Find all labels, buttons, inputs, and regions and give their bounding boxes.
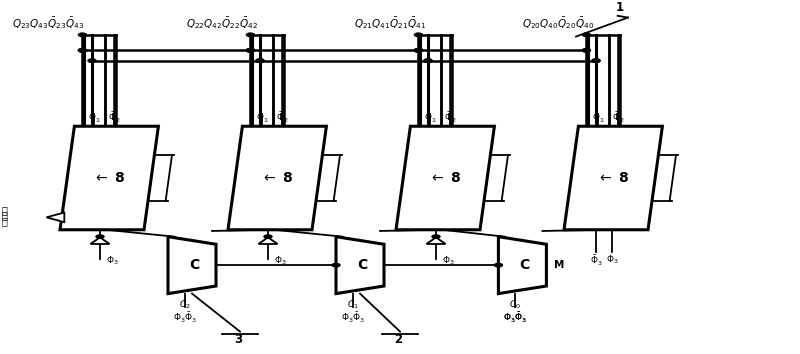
Text: $\bar{\Phi}_3$: $\bar{\Phi}_3$ <box>590 253 602 268</box>
Text: $\bar{\Phi}_2$: $\bar{\Phi}_2$ <box>444 110 457 125</box>
Text: $\bar{\Phi}_1$: $\bar{\Phi}_1$ <box>592 110 605 125</box>
Circle shape <box>78 33 86 36</box>
Text: 缓: 缓 <box>1 205 7 216</box>
Text: C: C <box>358 258 367 272</box>
Text: $Q_{20}Q_{40}\bar{Q}_{20}\bar{Q}_{40}$: $Q_{20}Q_{40}\bar{Q}_{20}\bar{Q}_{40}$ <box>522 16 594 32</box>
Circle shape <box>256 59 264 62</box>
Circle shape <box>246 33 254 36</box>
Text: $\Phi_3$: $\Phi_3$ <box>442 255 455 267</box>
Circle shape <box>494 263 502 267</box>
Text: 2: 2 <box>394 333 402 346</box>
Text: $\bar{\Phi}_1$: $\bar{\Phi}_1$ <box>424 110 437 125</box>
Text: $Q_{21}Q_{41}\bar{Q}_{21}\bar{Q}_{41}$: $Q_{21}Q_{41}\bar{Q}_{21}\bar{Q}_{41}$ <box>354 16 426 32</box>
Text: $\Phi_3$: $\Phi_3$ <box>606 253 618 266</box>
Circle shape <box>78 48 86 52</box>
Text: $\bar{\Phi}_1$: $\bar{\Phi}_1$ <box>256 110 269 125</box>
Text: $C_2$: $C_2$ <box>179 299 190 311</box>
Text: $\Phi_3$: $\Phi_3$ <box>274 255 287 267</box>
Text: $\leftarrow$ 8: $\leftarrow$ 8 <box>93 171 126 185</box>
Polygon shape <box>396 126 494 230</box>
Circle shape <box>246 48 254 52</box>
Text: $\bar{\Phi}_2$: $\bar{\Phi}_2$ <box>276 110 289 125</box>
Text: $C_0$: $C_0$ <box>510 299 521 311</box>
Polygon shape <box>426 238 446 244</box>
Polygon shape <box>90 238 110 244</box>
Text: M: M <box>554 260 565 270</box>
Circle shape <box>78 48 86 52</box>
Text: $\Phi_3$: $\Phi_3$ <box>106 255 119 267</box>
Polygon shape <box>336 237 384 293</box>
Text: $Q_{22}Q_{42}\bar{Q}_{22}\bar{Q}_{42}$: $Q_{22}Q_{42}\bar{Q}_{22}\bar{Q}_{42}$ <box>186 16 258 32</box>
Text: $\Phi_3\bar{\Phi}_3$: $\Phi_3\bar{\Phi}_3$ <box>503 311 527 325</box>
Polygon shape <box>228 126 326 230</box>
Text: 冲: 冲 <box>1 211 7 221</box>
Circle shape <box>96 235 104 238</box>
Circle shape <box>592 59 600 62</box>
Circle shape <box>414 48 422 52</box>
Polygon shape <box>258 238 278 244</box>
Text: 器: 器 <box>1 216 7 226</box>
Polygon shape <box>168 237 216 293</box>
Text: C: C <box>190 258 199 272</box>
Circle shape <box>246 48 254 52</box>
Circle shape <box>264 235 272 238</box>
Text: 3: 3 <box>234 333 242 346</box>
Text: $\leftarrow$ 8: $\leftarrow$ 8 <box>597 171 630 185</box>
Circle shape <box>424 59 432 62</box>
Polygon shape <box>46 212 64 222</box>
Text: $\leftarrow$ 8: $\leftarrow$ 8 <box>261 171 294 185</box>
Text: $\Phi_3\bar{\Phi}_3$: $\Phi_3\bar{\Phi}_3$ <box>341 311 365 325</box>
Text: 1: 1 <box>616 1 624 14</box>
Text: $\Phi_3\bar{\Phi}_3$: $\Phi_3\bar{\Phi}_3$ <box>503 311 527 325</box>
Text: $\Phi_3\bar{\Phi}_3$: $\Phi_3\bar{\Phi}_3$ <box>173 311 197 325</box>
Circle shape <box>432 235 440 238</box>
Circle shape <box>582 33 590 36</box>
Circle shape <box>582 48 590 52</box>
Text: $\leftarrow$ 8: $\leftarrow$ 8 <box>429 171 462 185</box>
Circle shape <box>582 48 590 52</box>
Polygon shape <box>60 126 158 230</box>
Circle shape <box>246 48 254 52</box>
Text: $Q_{23}Q_{43}\bar{Q}_{23}\bar{Q}_{43}$: $Q_{23}Q_{43}\bar{Q}_{23}\bar{Q}_{43}$ <box>12 16 84 32</box>
Circle shape <box>332 263 340 267</box>
Circle shape <box>256 59 264 62</box>
Circle shape <box>424 59 432 62</box>
Text: C: C <box>520 258 530 272</box>
Circle shape <box>414 48 422 52</box>
Text: $\bar{\Phi}_2$: $\bar{\Phi}_2$ <box>108 110 121 125</box>
Polygon shape <box>498 237 546 293</box>
Circle shape <box>592 59 600 62</box>
Circle shape <box>414 48 422 52</box>
Text: $\bar{\Phi}_2$: $\bar{\Phi}_2$ <box>612 110 625 125</box>
Text: $C_1$: $C_1$ <box>347 299 358 311</box>
Circle shape <box>88 59 96 62</box>
Circle shape <box>414 33 422 36</box>
Polygon shape <box>564 126 662 230</box>
Text: $\bar{\Phi}_1$: $\bar{\Phi}_1$ <box>88 110 101 125</box>
